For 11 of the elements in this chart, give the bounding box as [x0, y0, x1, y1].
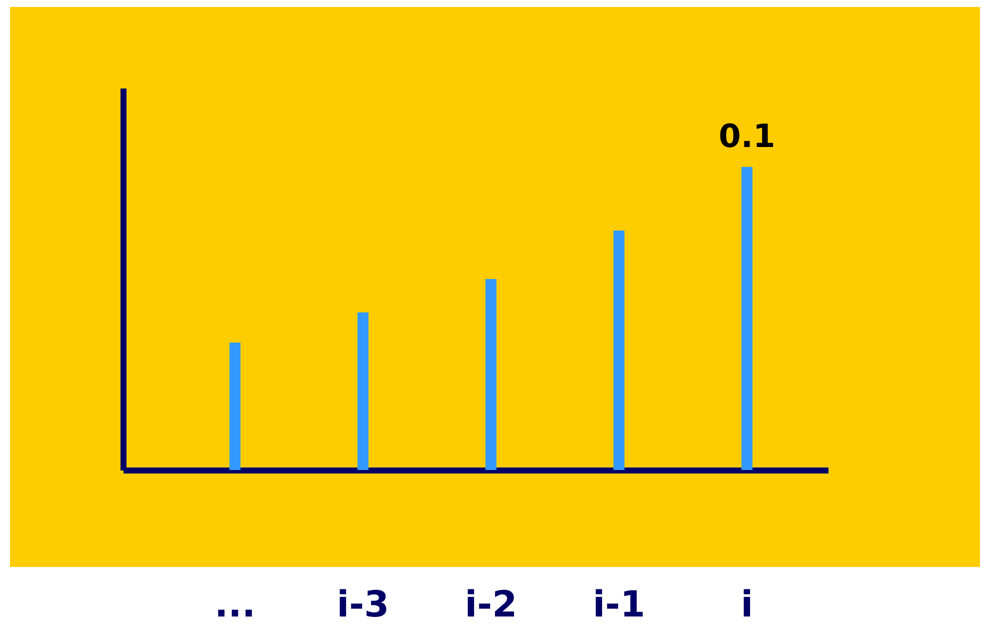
- bar: [229, 342, 240, 470]
- bar: [613, 230, 624, 470]
- bar: [357, 312, 368, 470]
- x-tick-label: i-3: [336, 584, 390, 626]
- data-label: 0.1: [718, 116, 776, 155]
- bar: [741, 166, 752, 470]
- x-tick-label: i-2: [464, 584, 518, 626]
- bar: [485, 279, 496, 470]
- x-tick-label: i-1: [592, 584, 646, 626]
- x-tick-label: ...: [214, 584, 256, 626]
- x-tick-label: i: [740, 584, 754, 626]
